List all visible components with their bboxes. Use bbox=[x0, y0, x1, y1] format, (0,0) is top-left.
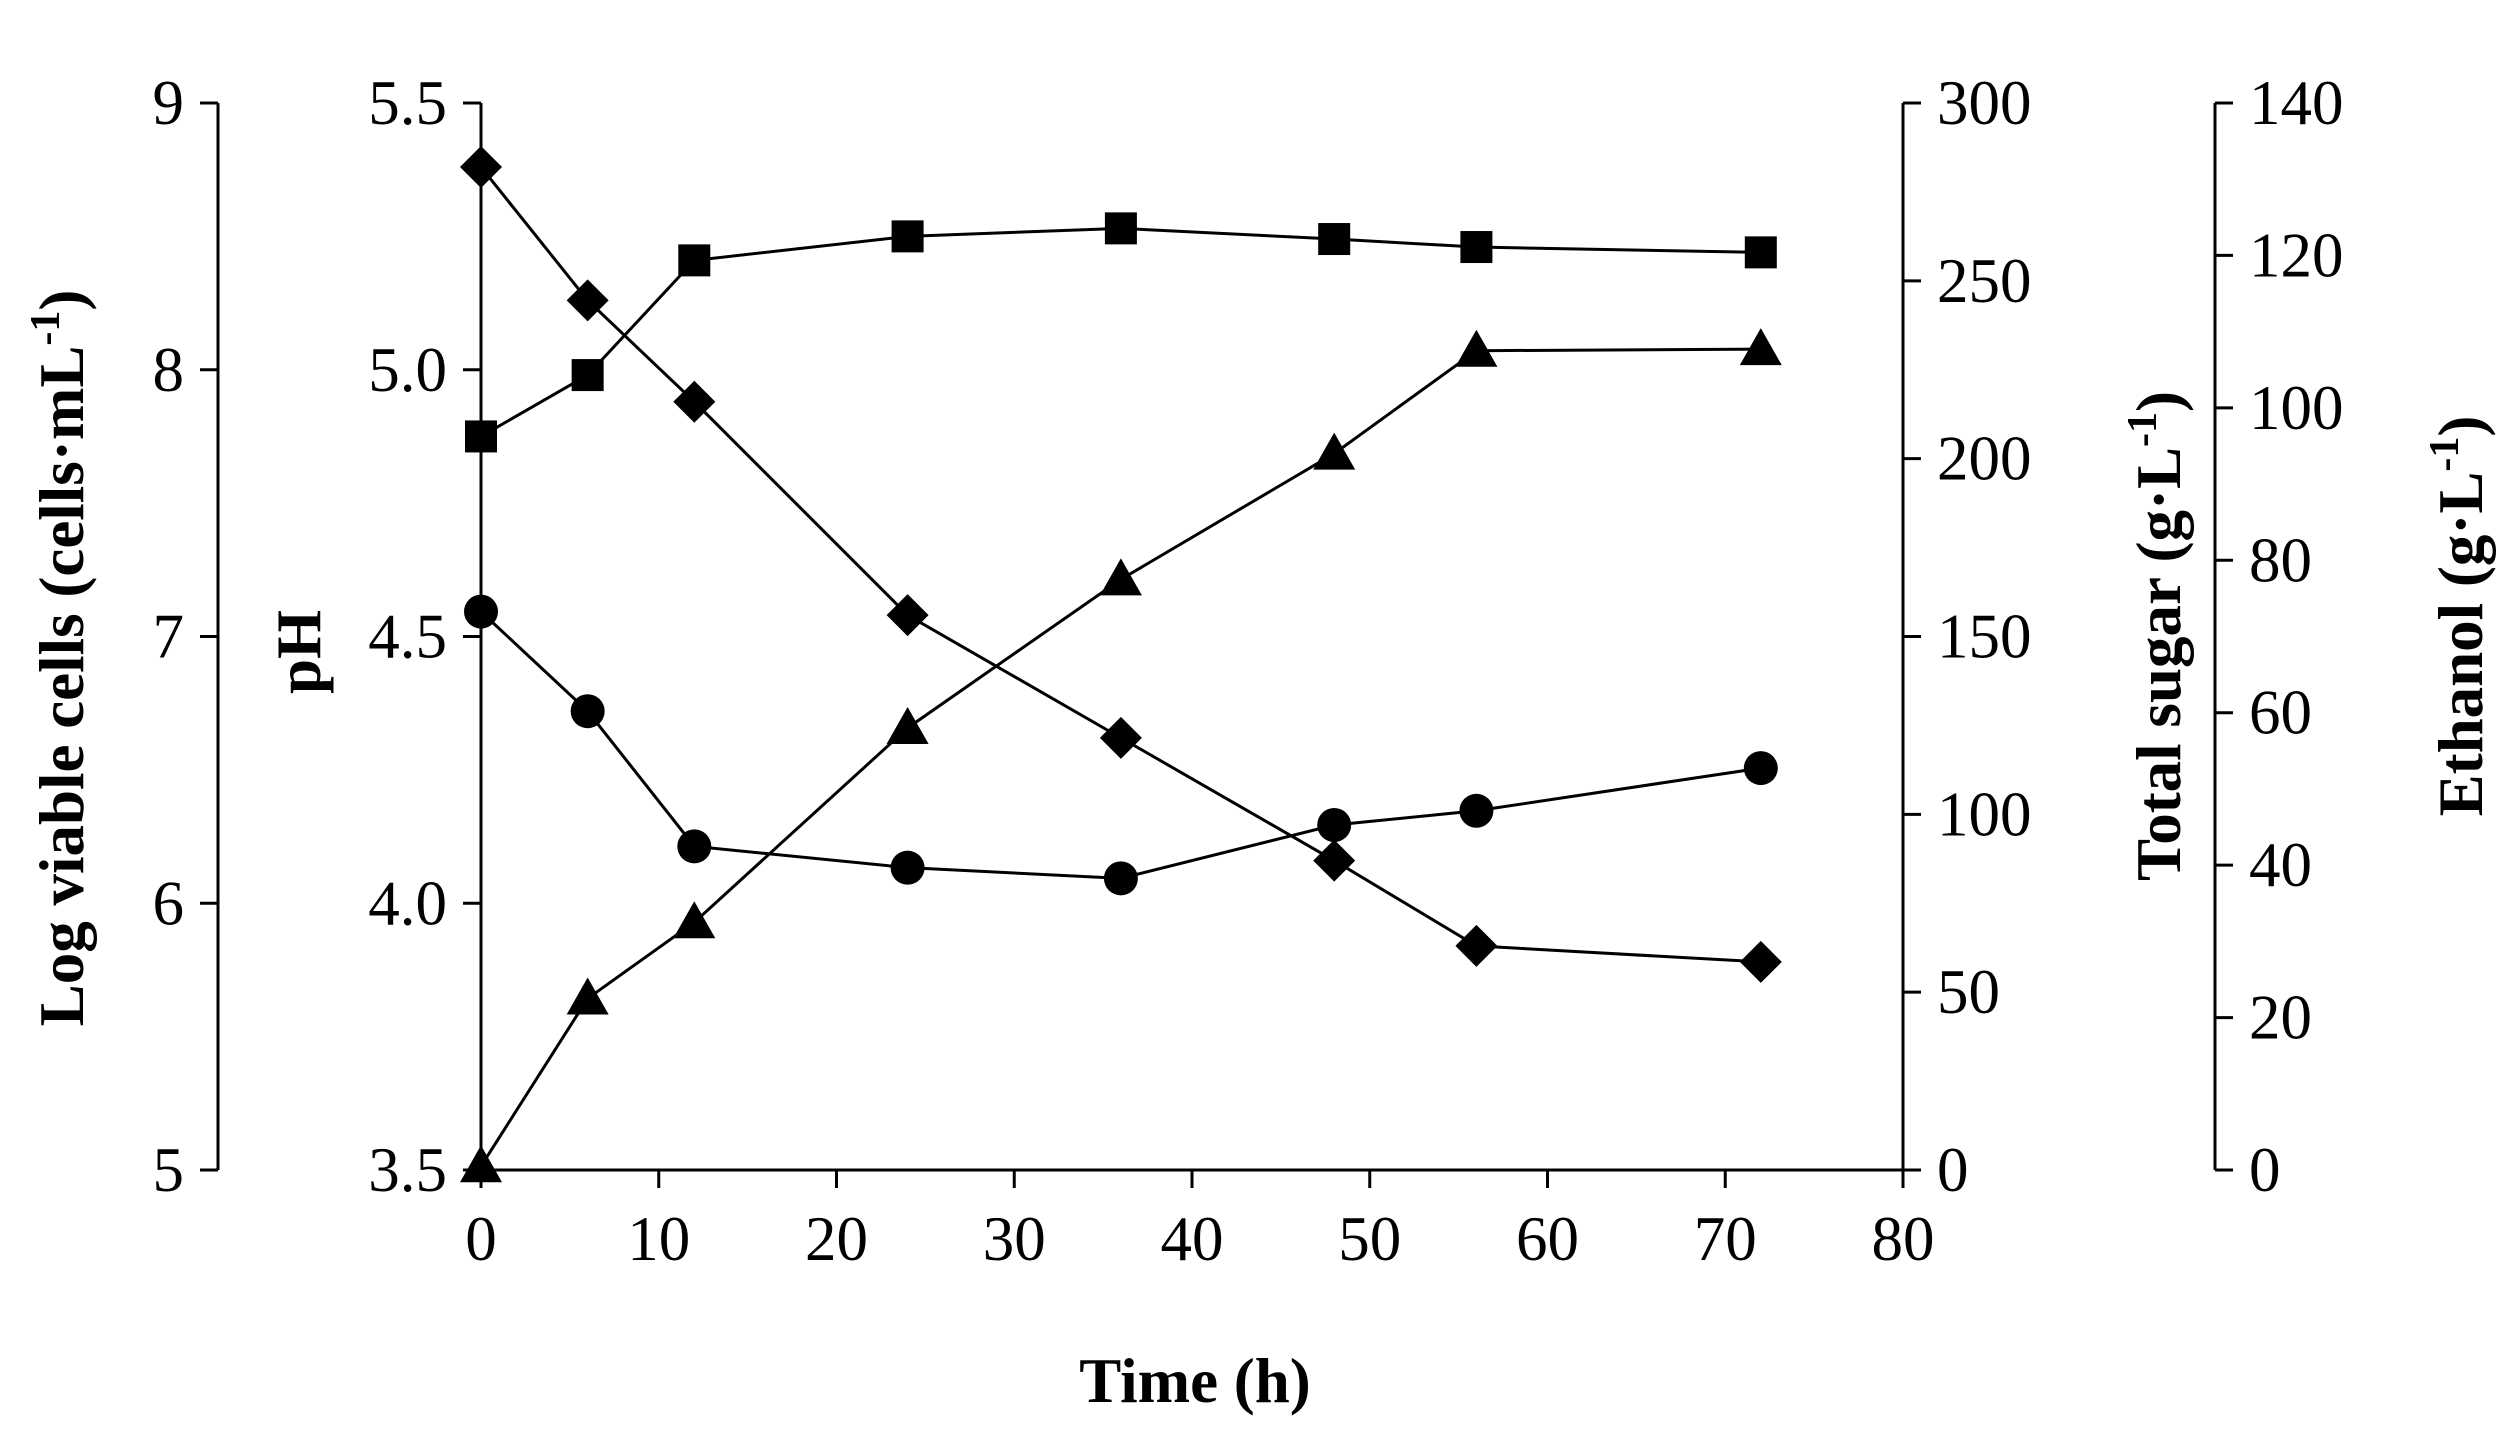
log-viable-cells-point bbox=[1104, 212, 1137, 245]
ethanol-axis-title-close: ) bbox=[2426, 416, 2496, 437]
total-sugar-line bbox=[479, 610, 1762, 880]
log-viable-cells-point bbox=[465, 420, 497, 453]
ethanol-point bbox=[566, 977, 609, 1015]
ethanol-point bbox=[1455, 329, 1498, 367]
ph-tick-label: 4.5 bbox=[368, 602, 447, 672]
total-sugar-point bbox=[1459, 793, 1494, 828]
viable-axis-title-close: ) bbox=[27, 290, 97, 311]
x-tick-label: 50 bbox=[1338, 1204, 1401, 1274]
total-sugar-point bbox=[677, 829, 712, 864]
sugar-tick-label: 0 bbox=[1937, 1135, 1969, 1205]
x-tick-label: 20 bbox=[805, 1204, 868, 1274]
sugar-tick-label: 100 bbox=[1937, 779, 2032, 849]
total-sugar-point bbox=[1103, 861, 1138, 896]
sugar-axis-title: Total sugar (g·L-1) bbox=[2120, 391, 2194, 881]
ethanol-tick-label: 40 bbox=[2249, 830, 2312, 900]
x-tick-label: 10 bbox=[627, 1204, 690, 1274]
log-viable-cells-point bbox=[678, 244, 711, 277]
x-tick-label: 70 bbox=[1694, 1204, 1757, 1274]
ph-point bbox=[1313, 839, 1356, 882]
ethanol-point bbox=[1739, 328, 1782, 366]
sugar-tick-label: 250 bbox=[1937, 246, 2032, 316]
log-viable-cells-line bbox=[480, 226, 1761, 438]
sugar-tick-label: 50 bbox=[1937, 957, 2000, 1027]
sugar-tick-label: 300 bbox=[1937, 68, 2032, 138]
viable-tick-label: 7 bbox=[153, 602, 185, 672]
ph-point bbox=[886, 594, 929, 637]
viable-tick-label: 5 bbox=[153, 1135, 185, 1205]
ethanol-tick-label: 60 bbox=[2249, 678, 2312, 748]
sugar-tick-label: 200 bbox=[1937, 424, 2032, 494]
x-axis-title: Time (h) bbox=[1079, 1346, 1311, 1416]
x-tick-label: 40 bbox=[1161, 1204, 1224, 1274]
viable-axis-title-main: Log viable cells (cells·mL bbox=[27, 346, 97, 1027]
total-sugar-point bbox=[1317, 808, 1352, 843]
log-viable-cells-point bbox=[891, 220, 924, 253]
viable-tick-label: 6 bbox=[153, 868, 185, 938]
log-viable-cells-point bbox=[1318, 223, 1351, 256]
ph-point bbox=[1739, 940, 1782, 983]
sugar-tick-label: 150 bbox=[1937, 602, 2032, 672]
sugar-axis-title-sup: -1 bbox=[2120, 412, 2166, 447]
sugar-axis-title-main: Total sugar (g·L bbox=[2124, 447, 2194, 881]
ethanol-tick-label: 20 bbox=[2249, 983, 2312, 1053]
ethanol-point bbox=[460, 1145, 502, 1183]
total-sugar-point bbox=[464, 594, 498, 629]
ph-point bbox=[566, 279, 609, 322]
ethanol-tick-label: 80 bbox=[2249, 525, 2312, 595]
viable-tick-label: 9 bbox=[153, 68, 185, 138]
plot-series bbox=[460, 146, 1782, 1183]
log-viable-cells-point bbox=[1744, 236, 1777, 269]
ethanol-axis-title-main: Ethanol (g·L bbox=[2426, 472, 2496, 817]
ph-point bbox=[1455, 924, 1498, 967]
viable-axis-title-sup: -1 bbox=[23, 311, 69, 346]
log-viable-cells-point bbox=[1460, 231, 1493, 264]
viable-axis-group: 5 6 7 8 9 bbox=[153, 68, 220, 1205]
ethanol-tick-label: 140 bbox=[2249, 68, 2344, 138]
x-tick-label: 60 bbox=[1516, 1204, 1579, 1274]
ph-tick-label: 5.5 bbox=[368, 68, 447, 138]
ethanol-point bbox=[1099, 558, 1142, 596]
x-tick-label: 30 bbox=[983, 1204, 1046, 1274]
ethanol-point bbox=[673, 901, 716, 939]
total-sugar-point bbox=[570, 694, 605, 729]
sugar-axis-group: 0 50 100 150 200 250 300 bbox=[1901, 68, 2032, 1205]
ethanol-line bbox=[479, 347, 1761, 1167]
ph-point bbox=[460, 146, 502, 189]
ph-tick-label: 3.5 bbox=[368, 1135, 447, 1205]
ph-point bbox=[1099, 716, 1142, 759]
ph-point bbox=[673, 380, 716, 423]
ethanol-point bbox=[886, 706, 929, 744]
x-tick-label: 80 bbox=[1872, 1204, 1935, 1274]
ethanol-axis-title-sup: -1 bbox=[2422, 437, 2468, 472]
total-sugar-point bbox=[890, 850, 925, 885]
log-viable-cells-point bbox=[571, 359, 604, 392]
ethanol-tick-label: 0 bbox=[2249, 1135, 2281, 1205]
ph-axis-group: 3.5 4.0 4.5 5.0 5.5 bbox=[368, 68, 483, 1205]
total-sugar-point bbox=[1743, 751, 1778, 786]
ph-line bbox=[479, 166, 1761, 964]
x-tick-label: 0 bbox=[465, 1204, 497, 1274]
viable-tick-label: 8 bbox=[153, 335, 185, 405]
ethanol-point bbox=[1313, 432, 1356, 470]
ethanol-axis-group: 0 20 40 60 80 100 120 140 bbox=[2213, 68, 2344, 1205]
ethanol-tick-label: 100 bbox=[2249, 373, 2344, 443]
ph-axis-title: pH bbox=[264, 610, 334, 694]
x-axis-group: 0 10 20 30 40 50 60 70 80 bbox=[465, 1168, 1935, 1274]
ethanol-tick-label: 120 bbox=[2249, 220, 2344, 290]
ph-tick-label: 5.0 bbox=[368, 335, 447, 405]
ph-tick-label: 4.0 bbox=[368, 868, 447, 938]
ethanol-axis-title: Ethanol (g·L-1) bbox=[2422, 416, 2496, 817]
sugar-axis-title-close: ) bbox=[2124, 391, 2194, 412]
viable-axis-title: Log viable cells (cells·mL-1) bbox=[23, 290, 97, 1027]
